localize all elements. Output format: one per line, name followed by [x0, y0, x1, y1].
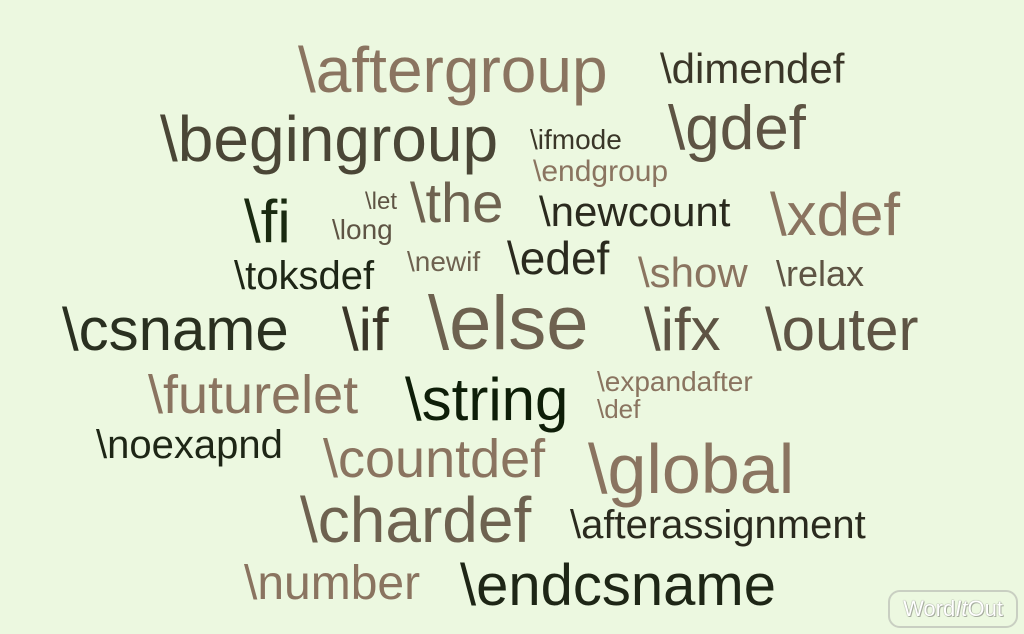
word-edef: \edef — [507, 232, 610, 284]
word-let: \let — [365, 188, 398, 215]
word-noexapnd: \noexapnd — [96, 423, 283, 467]
word-if: \if — [342, 296, 389, 363]
word-expandafter: \expandafter — [597, 366, 753, 397]
word-newcount: \newcount — [539, 188, 731, 235]
word-chardef: \chardef — [300, 484, 532, 556]
word-gdef: \gdef — [668, 94, 806, 163]
word-outer: \outer — [765, 296, 919, 363]
word-def: \def — [597, 394, 641, 424]
word-toksdef: \toksdef — [234, 254, 375, 298]
word-string: \string — [405, 366, 569, 433]
word-the: \the — [410, 171, 504, 234]
word-long: \long — [332, 214, 393, 245]
word-newif: \newif — [407, 246, 481, 277]
word-countdef: \countdef — [323, 429, 546, 489]
word-futurelet: \futurelet — [148, 365, 359, 425]
word-else: \else — [428, 281, 589, 366]
word-global: \global — [588, 430, 795, 508]
word-dimendef: \dimendef — [660, 45, 845, 92]
word-endgroup: \endgroup — [533, 155, 669, 188]
word-begingroup: \begingroup — [160, 103, 499, 175]
word-aftergroup: \aftergroup — [298, 34, 608, 106]
logo-text-it: It — [955, 596, 968, 621]
word-afterassignment: \afterassignment — [570, 503, 866, 547]
word-ifmode: \ifmode — [530, 124, 622, 155]
word-relax: \relax — [776, 253, 865, 294]
word-number: \number — [244, 557, 421, 610]
word-fi: \fi — [244, 188, 291, 255]
word-ifx: \ifx — [644, 296, 721, 363]
logo-text-out: Out — [967, 596, 1003, 621]
worditout-logo[interactable]: Word It Out — [888, 590, 1018, 628]
word-endcsname: \endcsname — [460, 553, 776, 618]
word-show: \show — [638, 249, 748, 296]
word-csname: \csname — [62, 296, 289, 363]
word-xdef: \xdef — [770, 181, 901, 248]
logo-text-word: Word — [903, 596, 956, 621]
